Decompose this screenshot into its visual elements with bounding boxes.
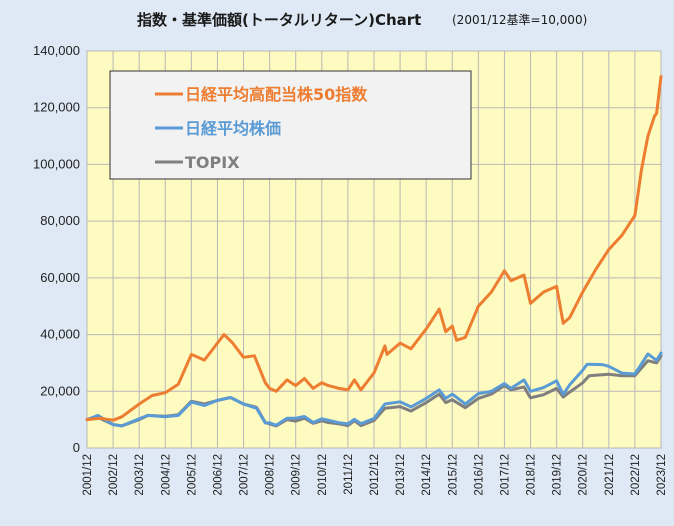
legend-label: 日経平均株価: [185, 119, 281, 138]
x-tick-label: 2016/12: [473, 454, 485, 496]
x-tick-label: 2022/12: [630, 454, 642, 496]
x-tick-label: 2011/12: [343, 454, 355, 495]
x-tick-label: 2003/12: [134, 454, 146, 496]
x-tick-label: 2005/12: [186, 454, 198, 496]
series-lines: [85, 75, 663, 428]
series-line: [85, 351, 663, 428]
x-tick-label: 2009/12: [291, 454, 303, 496]
x-tick-label: 2012/12: [369, 454, 381, 496]
y-tick-label: 60,000: [40, 270, 80, 285]
x-tick-label: 2017/12: [499, 454, 511, 496]
x-tick-label: 2001/12: [82, 454, 94, 496]
x-axis: 2001/12 2002/12 2003/12 2004/12 2005/12 2006/…: [82, 454, 668, 496]
x-tick-label: 2002/12: [108, 454, 120, 496]
x-tick-label: 2015/12: [447, 454, 459, 496]
y-tick-label: 80,000: [40, 213, 80, 228]
x-tick-label: 2020/12: [578, 454, 590, 496]
x-tick-label: 2008/12: [265, 454, 277, 496]
legend-label: 日経平均高配当株50指数: [185, 85, 368, 104]
chart-title-text: 指数・基準価額(トータルリターン)Chart: [137, 11, 421, 29]
y-tick-label: 20,000: [40, 383, 80, 398]
x-tick-label: 2004/12: [160, 454, 172, 496]
x-tick-label: 2010/12: [317, 454, 329, 496]
y-tick-label: 100,000: [33, 156, 80, 171]
x-tick-label: 2007/12: [239, 454, 251, 496]
chart-title: 指数・基準価額(トータルリターン)Chart (2001/12基準=10,000…: [137, 11, 587, 29]
x-tick-label: 2019/12: [552, 454, 564, 496]
chart-subtitle-text: (2001/12基準=10,000): [452, 12, 587, 27]
x-tick-label: 2021/12: [604, 454, 616, 496]
y-axis: 0 20,000 40,000 60,000 80,000 100,000 120,000 1…: [33, 43, 80, 455]
y-tick-label: 40,000: [40, 327, 80, 342]
x-tick-label: 2014/12: [421, 454, 433, 496]
y-tick-label: 140,000: [33, 43, 80, 58]
x-tick-label: 2006/12: [212, 454, 224, 496]
y-tick-label: 120,000: [33, 100, 80, 115]
x-tick-label: 2018/12: [526, 454, 538, 496]
legend-label: TOPIX: [185, 153, 240, 172]
x-tick-label: 2023/12: [656, 454, 668, 496]
x-tick-label: 2013/12: [395, 454, 407, 496]
y-tick-label: 0: [73, 440, 80, 455]
series-line: [85, 75, 663, 422]
